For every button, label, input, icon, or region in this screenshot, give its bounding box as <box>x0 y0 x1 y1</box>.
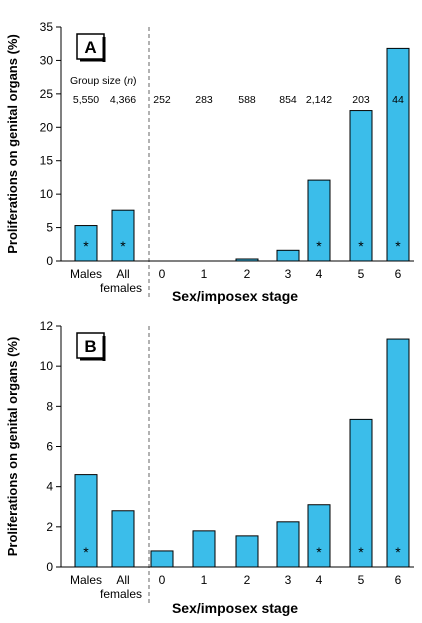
y-tick-label: 6 <box>46 440 53 454</box>
x-tick-label: 6 <box>395 267 402 281</box>
significance-marker: * <box>120 238 126 254</box>
significance-marker: * <box>395 544 401 560</box>
group-size-value: 854 <box>279 94 297 106</box>
group-size-value: 588 <box>238 94 256 106</box>
bar <box>235 535 259 568</box>
significance-marker: * <box>316 238 322 254</box>
group-size-value: 2,142 <box>306 94 332 106</box>
group-size-value: 252 <box>153 94 171 106</box>
group-size-value: 5,550 <box>73 94 99 106</box>
bar <box>386 47 410 262</box>
x-tick-label: 4 <box>316 267 323 281</box>
y-tick-label: 15 <box>40 154 54 168</box>
group-size-value: 283 <box>195 94 213 106</box>
x-tick-label: 1 <box>201 573 208 587</box>
x-axis-title: Sex/imposex stage <box>172 288 298 304</box>
x-tick-label: females <box>100 587 142 601</box>
group-size-value: 44 <box>392 94 404 106</box>
x-tick-label: 5 <box>358 267 365 281</box>
significance-marker: * <box>83 544 89 560</box>
group-size-value: 203 <box>352 94 370 106</box>
y-tick-label: 2 <box>46 520 53 534</box>
x-axis-title: Sex/imposex stage <box>172 600 298 616</box>
y-tick-label: 10 <box>40 359 54 373</box>
y-tick-label: 0 <box>46 560 53 574</box>
x-tick-label: females <box>100 281 142 295</box>
x-tick-label: 2 <box>244 267 251 281</box>
x-tick-label: 5 <box>358 573 365 587</box>
bar <box>150 550 174 568</box>
y-tick-label: 0 <box>46 254 53 268</box>
significance-marker: * <box>83 238 89 254</box>
x-tick-label: 2 <box>244 573 251 587</box>
bar <box>276 521 300 568</box>
bar <box>111 510 135 568</box>
y-axis-title: Proliferations on genital organs (%) <box>5 34 20 254</box>
y-tick-label: 5 <box>46 221 53 235</box>
y-tick-label: 8 <box>46 399 53 413</box>
group-size-value: 4,366 <box>110 94 136 106</box>
x-tick-label: Males <box>70 267 102 281</box>
bar <box>276 249 300 262</box>
x-tick-label: 3 <box>285 573 292 587</box>
x-tick-label: 3 <box>285 267 292 281</box>
significance-marker: * <box>316 544 322 560</box>
x-tick-label: 4 <box>316 573 323 587</box>
x-tick-label: 0 <box>159 573 166 587</box>
y-tick-label: 30 <box>40 53 54 67</box>
x-tick-label: 1 <box>201 267 208 281</box>
significance-marker: * <box>395 238 401 254</box>
x-tick-label: Males <box>70 573 102 587</box>
significance-marker: * <box>358 544 364 560</box>
y-tick-label: 35 <box>40 20 54 34</box>
y-tick-label: 10 <box>40 187 54 201</box>
x-tick-label: All <box>116 573 129 587</box>
y-tick-label: 25 <box>40 87 54 101</box>
y-tick-label: 20 <box>40 120 54 134</box>
bar <box>386 338 410 568</box>
x-tick-label: 0 <box>159 267 166 281</box>
y-tick-label: 12 <box>40 319 54 333</box>
x-tick-label: All <box>116 267 129 281</box>
y-tick-label: 4 <box>46 480 53 494</box>
significance-marker: * <box>358 238 364 254</box>
panel-label: B <box>84 337 96 356</box>
x-tick-label: 6 <box>395 573 402 587</box>
group-size-title: Group size (n) <box>70 75 137 87</box>
y-axis-title: Proliferations on genital organs (%) <box>5 337 20 557</box>
bar <box>192 530 216 568</box>
panel-label: A <box>84 38 96 57</box>
